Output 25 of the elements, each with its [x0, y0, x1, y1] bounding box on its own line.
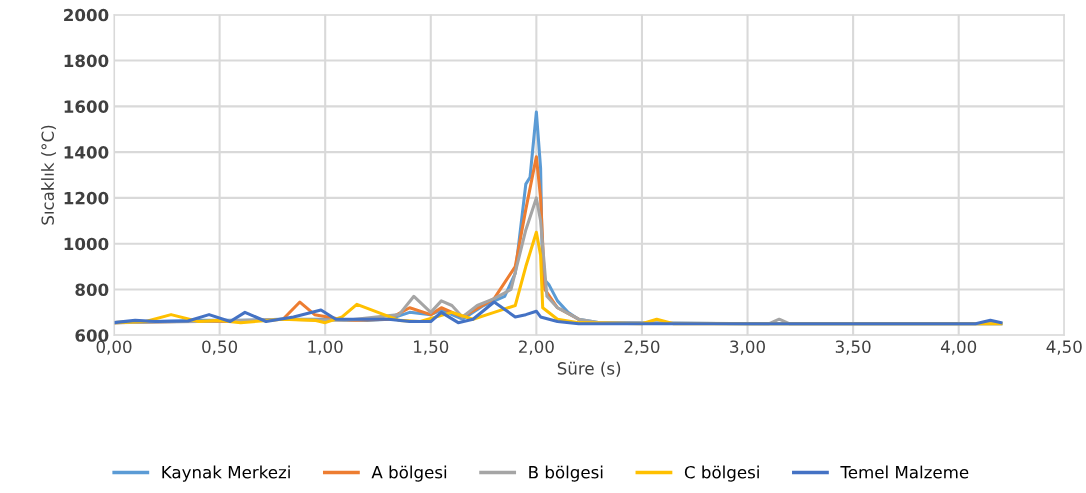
y-tick-label: 1000	[64, 237, 109, 251]
legend-label: A bölgesi	[371, 465, 447, 482]
y-tick-label: 1600	[64, 100, 109, 113]
y-tick-label: 1200	[64, 191, 109, 205]
y-tick-label: 1400	[64, 146, 109, 159]
y-axis-title: Sıcaklık (°C)	[41, 125, 56, 225]
x-tick-label: 0,50	[202, 340, 238, 355]
x-tick-label: 1,00	[308, 340, 343, 355]
y-tick-label: 2000	[64, 8, 109, 22]
legend-label: C bölgesi	[684, 465, 759, 482]
legend-label: B bölgesi	[529, 465, 603, 482]
x-tick-label: 3,50	[835, 340, 871, 355]
x-tick-label: 1,50	[414, 340, 449, 355]
x-tick-label: 4,50	[1046, 340, 1082, 355]
x-tick-label: 2,00	[519, 340, 554, 355]
x-tick-label: 2,50	[624, 340, 660, 355]
x-tick-label: 3,00	[730, 340, 765, 355]
legend-label: Temel Malzeme	[840, 465, 969, 479]
legend-label: Kaynak Merkezi	[162, 465, 290, 482]
x-tick-label: 0,00	[96, 340, 132, 355]
x-axis-title: Süre (s)	[557, 361, 621, 377]
y-tick-label: 1800	[64, 54, 109, 68]
y-tick-label: 600	[75, 329, 109, 342]
y-tick-label: 800	[75, 283, 109, 297]
x-tick-label: 4,00	[940, 340, 977, 355]
